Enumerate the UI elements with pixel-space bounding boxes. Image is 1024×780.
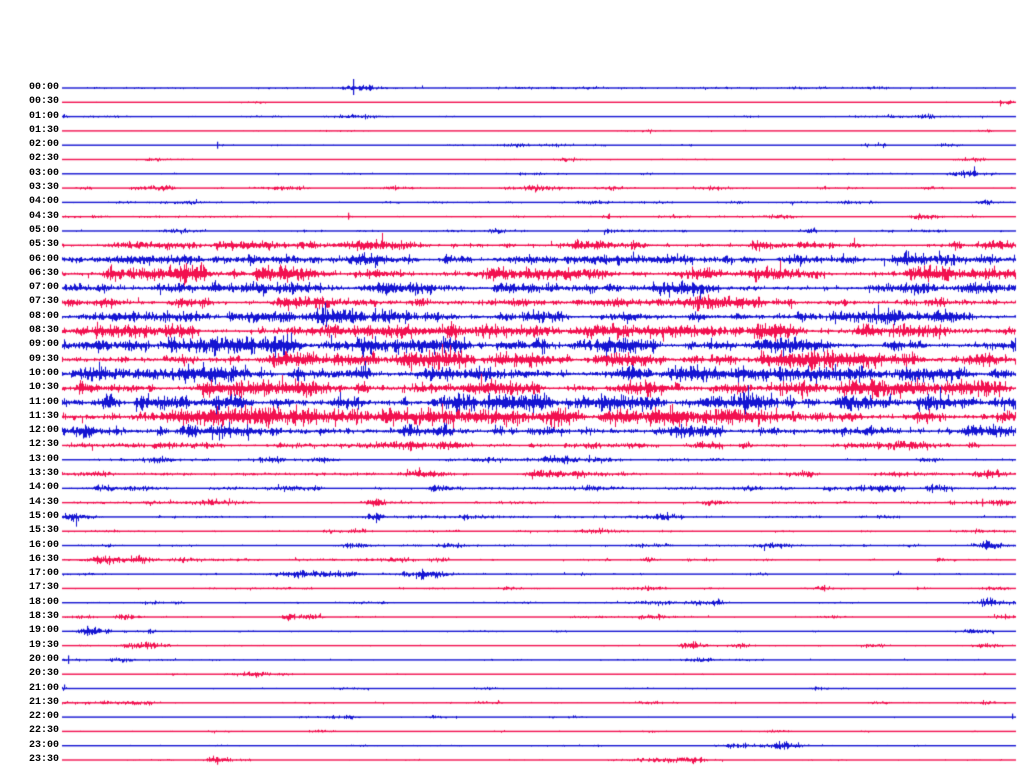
trace-time-label: 01:00: [28, 110, 59, 122]
trace-time-label: 05:00: [28, 224, 59, 236]
trace-time-label: 22:00: [28, 711, 59, 723]
trace-time-label: 15:00: [28, 510, 59, 522]
trace-time-label: 04:00: [28, 196, 59, 208]
trace-time-label: 21:00: [28, 682, 59, 694]
trace-time-label: 13:30: [28, 468, 59, 480]
trace-time-label: 16:00: [28, 539, 59, 551]
trace-time-label: 17:30: [28, 582, 59, 594]
trace-time-label: 12:00: [28, 425, 59, 437]
trace-time-label: 20:30: [28, 668, 59, 680]
trace-time-label: 14:30: [28, 496, 59, 508]
trace-time-label: 05:30: [28, 239, 59, 251]
trace-time-label: 23:30: [28, 754, 59, 765]
trace-time-label: 09:00: [28, 339, 59, 351]
trace-time-label: 19:30: [28, 639, 59, 651]
trace-time-label: 22:30: [28, 725, 59, 737]
trace-time-label: 14:00: [28, 482, 59, 494]
trace-time-label: 00:00: [28, 82, 59, 93]
trace-time-label: 02:30: [28, 153, 59, 165]
trace-time-label: 06:00: [28, 253, 59, 265]
trace-time-label: 07:30: [28, 296, 59, 308]
trace-time-label: 18:00: [28, 596, 59, 608]
trace-time-label: 07:00: [28, 282, 59, 294]
trace-time-label: 17:00: [28, 568, 59, 580]
trace-time-label: 20:00: [28, 653, 59, 665]
trace-time-label: 04:30: [28, 210, 59, 222]
trace-time-label: 01:30: [28, 124, 59, 136]
trace-time-label: 13:00: [28, 453, 59, 465]
trace-time-label: 06:30: [28, 267, 59, 279]
trace-time-label: 23:00: [28, 739, 59, 751]
trace-time-label: 08:30: [28, 325, 59, 337]
trace-time-label: 10:30: [28, 382, 59, 394]
trace-time-label: 03:30: [28, 182, 59, 194]
trace-time-label: 21:30: [28, 696, 59, 708]
trace-time-label: 00:30: [28, 96, 59, 108]
trace-time-label: 08:00: [28, 310, 59, 322]
trace-time-label: 16:30: [28, 553, 59, 565]
trace-time-label: 09:30: [28, 353, 59, 365]
trace-time-label: 19:00: [28, 625, 59, 637]
trace-time-label: 11:30: [28, 410, 59, 422]
trace-time-label: 02:00: [28, 139, 59, 151]
trace-time-label: 12:30: [28, 439, 59, 451]
trace-time-label: 15:30: [28, 525, 59, 537]
trace-time-label: 18:30: [28, 611, 59, 623]
trace-time-label: 11:00: [28, 396, 59, 408]
trace-time-label: 10:00: [28, 367, 59, 379]
trace-time-label: 03:00: [28, 167, 59, 179]
